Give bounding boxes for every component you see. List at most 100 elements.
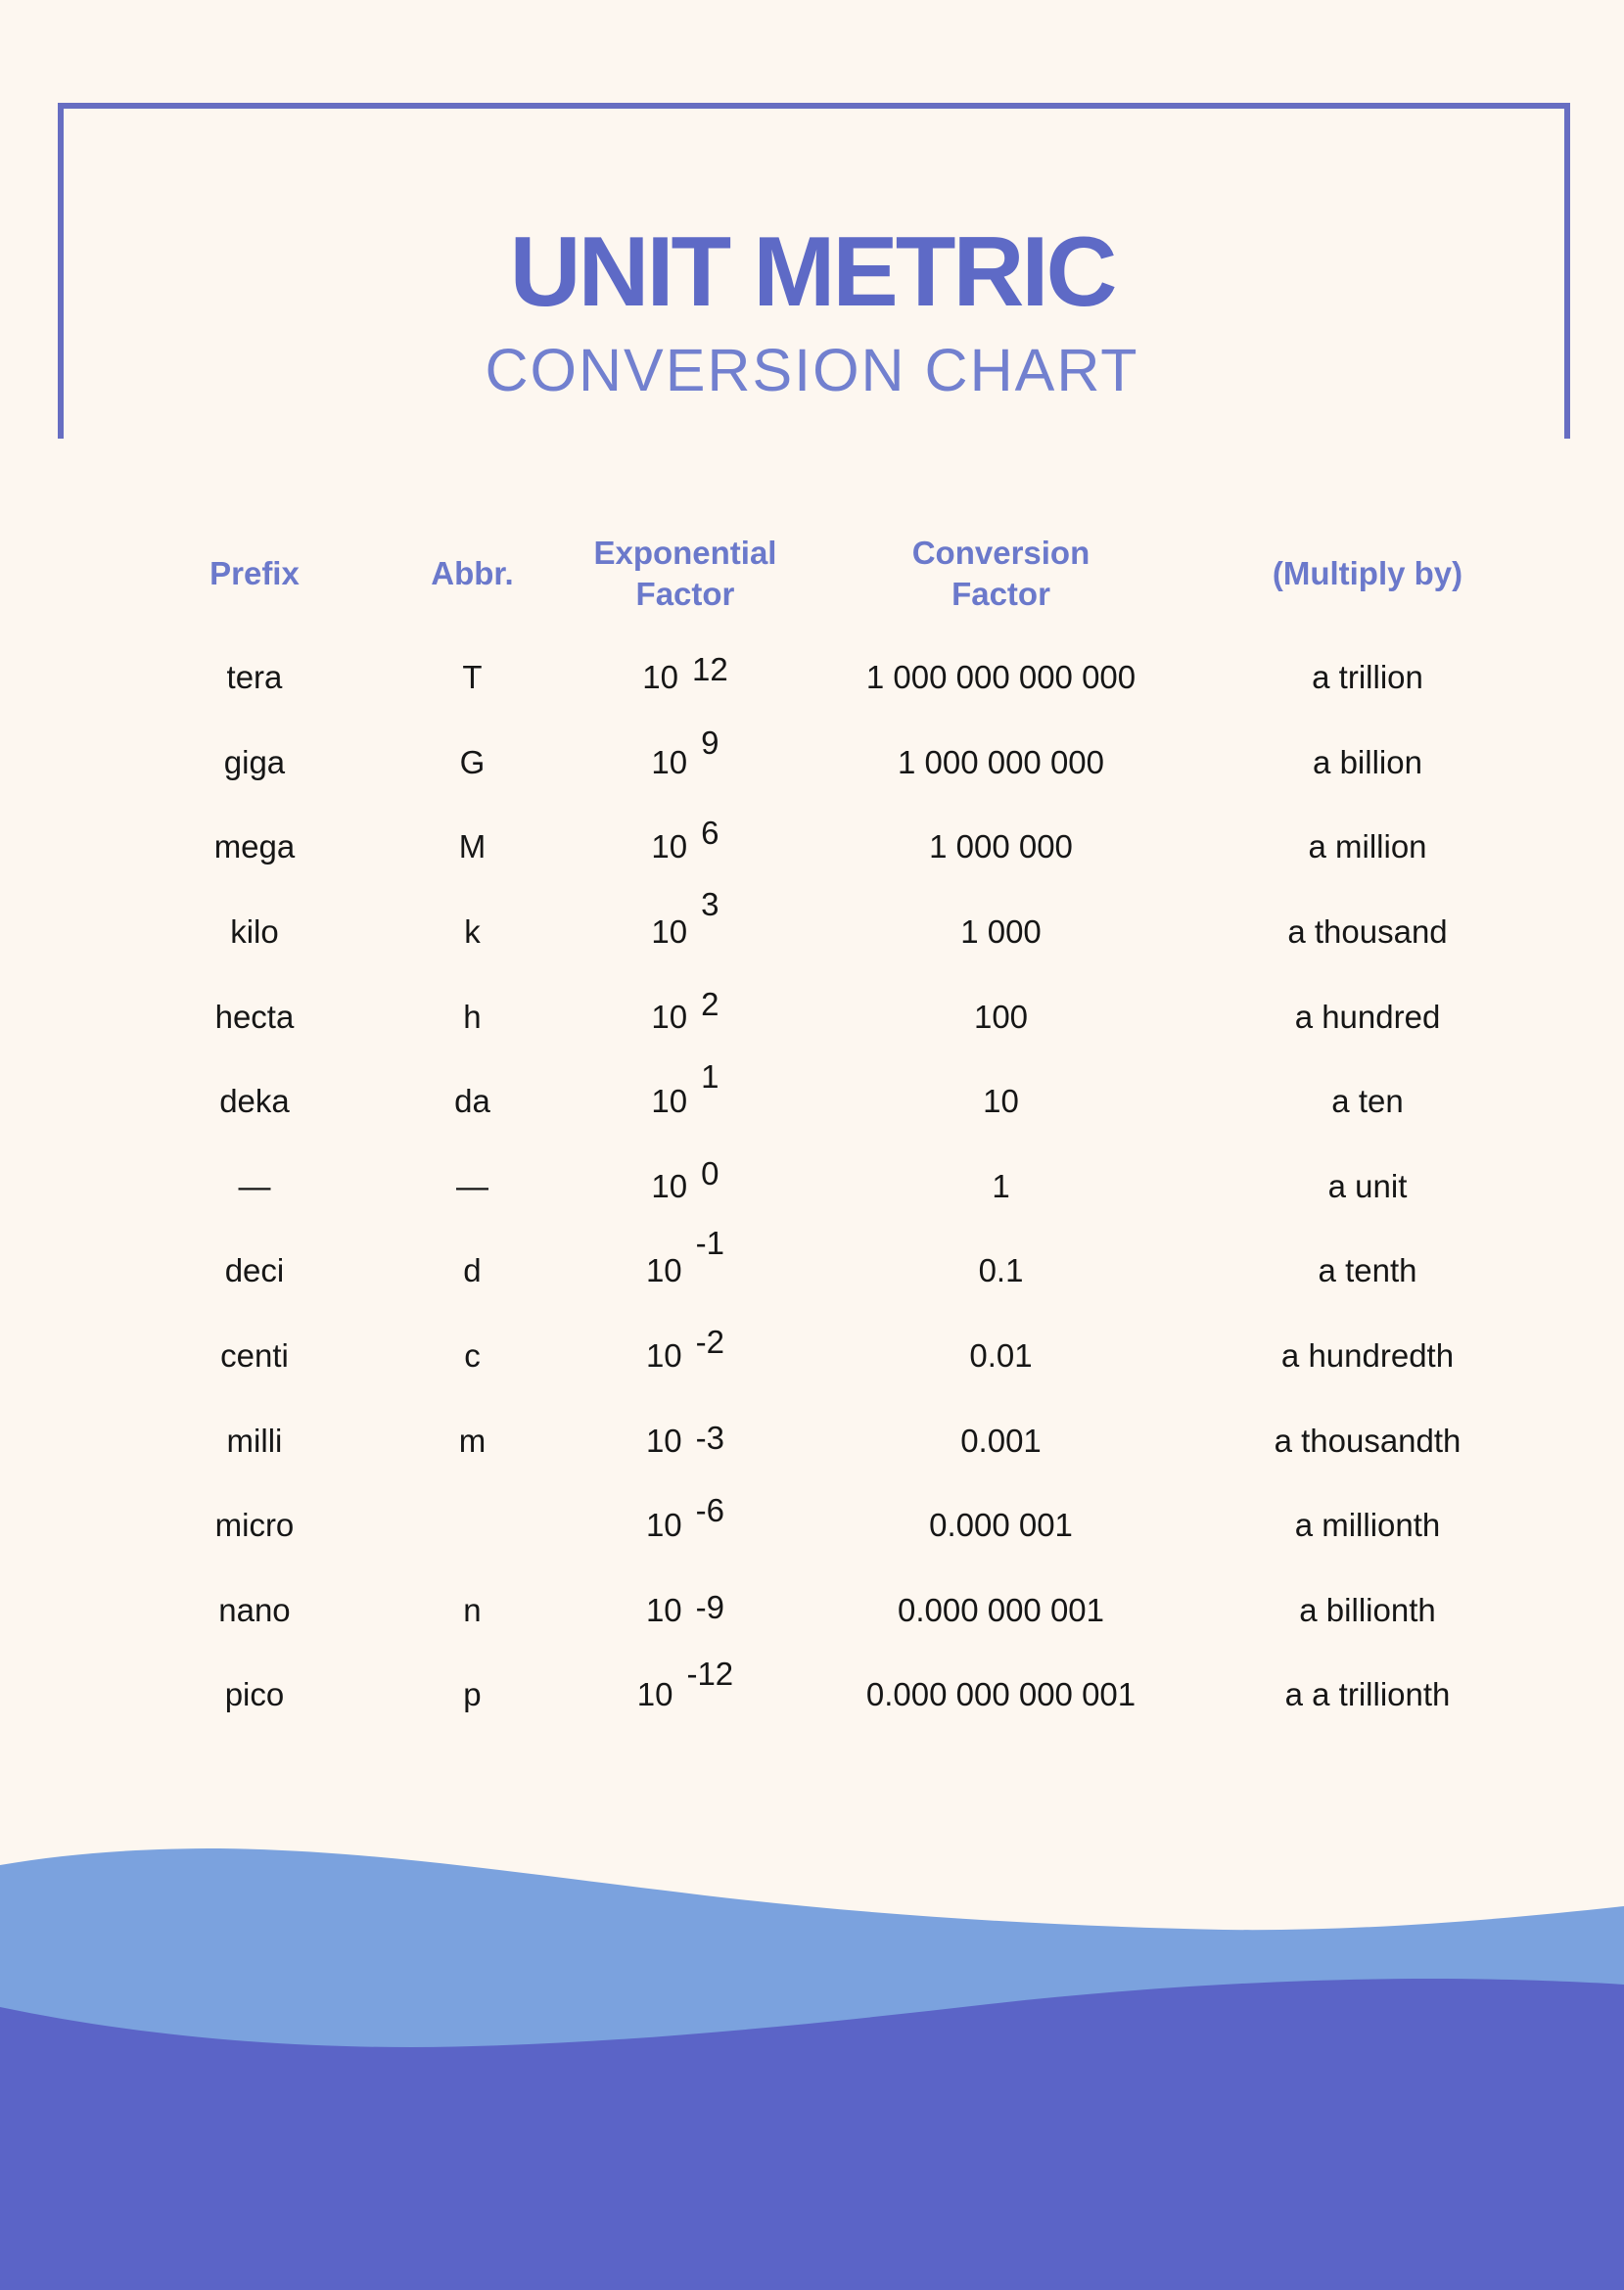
wave-dark [0, 1979, 1624, 2290]
abbr-cell: T [462, 659, 483, 696]
multiply-by-cell: a billionth [1299, 1591, 1436, 1628]
conversion-factor-cell: 1 [992, 1167, 1010, 1204]
conversion-factor-cell: 0.01 [969, 1337, 1033, 1375]
exponential-factor-cell: 10 -1 [573, 1225, 798, 1289]
table-row: milli m 10 -3 0.001 a thousandth [137, 1398, 1531, 1483]
exponential-factor-cell: 10 1 [573, 1058, 798, 1120]
prefix-cell: — [238, 1167, 271, 1204]
footer-wave-decoration [0, 1848, 1624, 2290]
abbr-cell: h [463, 998, 482, 1035]
multiply-by-cell: a thousand [1287, 913, 1448, 951]
header-abbr: Abbr. [372, 553, 573, 594]
exponential-factor-cell: 10 9 [573, 724, 798, 781]
header-exponential-factor: Exponential Factor [573, 533, 798, 615]
exponent-base: 10 [651, 998, 688, 1035]
abbr-cell: — [455, 1167, 488, 1204]
exponent-base: 10 [651, 828, 688, 865]
conversion-factor-cell: 1 000 000 000 [897, 743, 1105, 780]
abbr-cell: da [454, 1083, 490, 1120]
exponent-value: 12 [691, 651, 728, 688]
prefix-cell: nano [218, 1591, 291, 1628]
header-abbr-label: Abbr. [431, 554, 514, 591]
multiply-by-cell: a ten [1331, 1083, 1404, 1120]
prefix-cell: milli [226, 1422, 283, 1459]
prefix-cell: centi [220, 1337, 289, 1375]
table-row: tera T 10 12 1 000 000 000 000 a trillion [137, 635, 1531, 721]
prefix-cell: giga [223, 743, 286, 780]
header-conversion-factor-label: Conversion Factor [911, 534, 1090, 612]
exponential-factor-cell: 10 3 [573, 886, 798, 951]
table-row: giga G 10 9 1 000 000 000 a billion [137, 721, 1531, 806]
exponent-base: 10 [645, 1337, 682, 1375]
prefix-cell: micro [214, 1507, 295, 1544]
prefix-cell: tera [226, 659, 283, 696]
page-title: UNIT METRIC [509, 217, 1118, 327]
exponent-value: 0 [701, 1154, 719, 1192]
exponent-base: 10 [645, 1591, 682, 1628]
decorative-frame [58, 103, 1570, 439]
header-prefix-label: Prefix [209, 554, 300, 591]
multiply-by-cell: a thousandth [1274, 1422, 1462, 1459]
conversion-factor-cell: 0.001 [960, 1422, 1042, 1459]
conversion-factor-cell: 0.000 000 000 001 [865, 1676, 1137, 1713]
conversion-factor-cell: 1 000 000 [929, 828, 1073, 865]
table-row: centi c 10 -2 0.01 a hundredth [137, 1314, 1531, 1399]
table-row: pico p 10 -12 0.000 000 000 001 a a trill… [137, 1653, 1531, 1738]
exponential-factor-cell: 10 -6 [573, 1492, 798, 1544]
header-multiply-by: (Multiply by) [1204, 553, 1531, 594]
conversion-factor-cell: 0.1 [978, 1252, 1024, 1289]
exponential-factor-cell: 10 12 [573, 651, 798, 696]
prefix-cell: pico [224, 1676, 285, 1713]
table-row: micro 10 -6 0.000 001 a millionth [137, 1483, 1531, 1568]
exponential-factor-cell: 10 -9 [573, 1588, 798, 1629]
exponential-factor-cell: 10 -12 [573, 1656, 798, 1713]
prefix-cell: hecta [214, 998, 295, 1035]
conversion-factor-cell: 1 000 [960, 913, 1042, 951]
exponent-base: 10 [645, 1507, 682, 1544]
abbr-cell: c [464, 1337, 481, 1375]
exponent-value: 3 [701, 886, 719, 923]
table-row: hecta h 10 2 100 a hundred [137, 974, 1531, 1059]
multiply-by-cell: a millionth [1294, 1507, 1441, 1544]
header-exponential-factor-label: Exponential Factor [593, 534, 777, 612]
table-row: deka da 10 1 10 a ten [137, 1058, 1531, 1145]
exponent-base: 10 [651, 1083, 688, 1120]
abbr-cell: m [458, 1422, 487, 1459]
conversion-factor-cell: 100 [973, 998, 1029, 1035]
header-prefix: Prefix [137, 553, 372, 594]
multiply-by-cell: a hundred [1294, 998, 1441, 1035]
table-row: — — 10 0 1 a unit [137, 1145, 1531, 1230]
exponent-base: 10 [636, 1676, 673, 1713]
abbr-cell: p [463, 1676, 482, 1713]
prefix-cell: deka [219, 1083, 290, 1120]
exponent-value: 1 [701, 1058, 719, 1096]
exponent-base: 10 [645, 1422, 682, 1459]
exponent-base: 10 [642, 659, 678, 696]
multiply-by-cell: a hundredth [1280, 1337, 1455, 1375]
abbr-cell: k [464, 913, 481, 951]
table-body: tera T 10 12 1 000 000 000 000 a trillion… [137, 635, 1531, 1738]
multiply-by-cell: a million [1308, 828, 1427, 865]
exponential-factor-cell: 10 -2 [573, 1324, 798, 1375]
table-row: mega M 10 6 1 000 000 a million [137, 805, 1531, 890]
multiply-by-cell: a a trillionth [1284, 1676, 1451, 1713]
conversion-factor-cell: 10 [983, 1083, 1019, 1120]
conversion-factor-cell: 0.000 000 001 [897, 1591, 1105, 1628]
abbr-cell: d [463, 1252, 482, 1289]
table-row: nano n 10 -9 0.000 000 001 a billionth [137, 1568, 1531, 1654]
exponent-base: 10 [645, 1252, 682, 1289]
exponent-value: -9 [695, 1588, 724, 1625]
exponent-value: -6 [695, 1492, 724, 1529]
exponent-value: -3 [695, 1419, 724, 1456]
multiply-by-cell: a unit [1327, 1167, 1408, 1204]
page-subtitle: CONVERSION CHART [485, 337, 1139, 403]
header-multiply-by-label: (Multiply by) [1272, 554, 1463, 591]
header-conversion-factor: Conversion Factor [798, 533, 1204, 615]
conversion-factor-cell: 1 000 000 000 000 [865, 659, 1137, 696]
table-header-row: Prefix Abbr. Exponential Factor Conversi… [137, 529, 1531, 619]
abbr-cell: n [463, 1591, 482, 1628]
multiply-by-cell: a billion [1313, 743, 1422, 780]
prefix-cell: mega [213, 828, 296, 865]
exponential-factor-cell: 10 0 [573, 1155, 798, 1205]
